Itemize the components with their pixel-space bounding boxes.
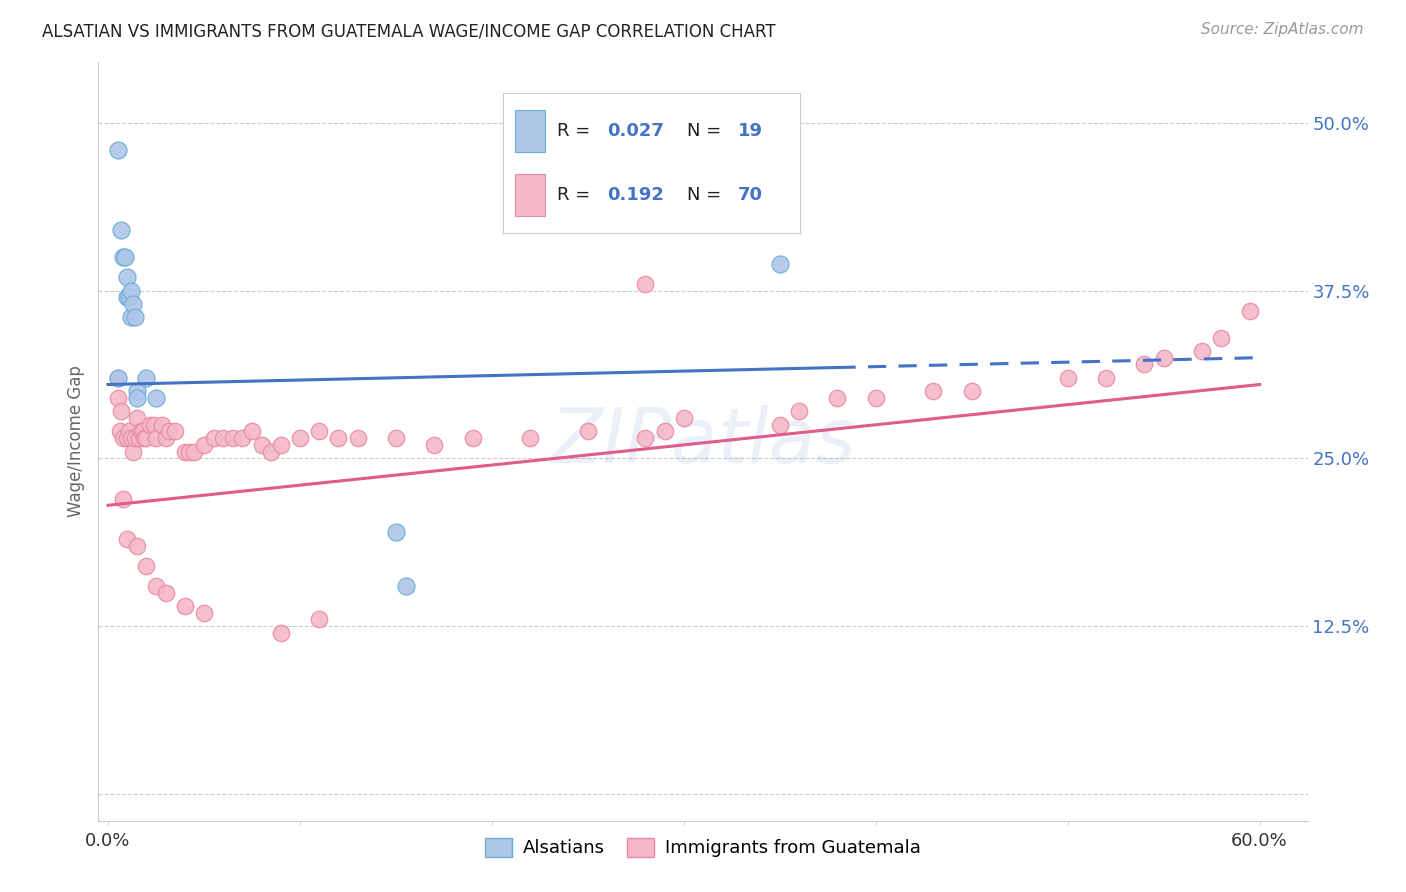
Point bbox=[1211, 330, 1233, 344]
Point bbox=[145, 579, 167, 593]
Point bbox=[202, 431, 225, 445]
Point bbox=[672, 411, 695, 425]
Point bbox=[125, 384, 148, 399]
Point bbox=[135, 431, 157, 445]
Point bbox=[634, 431, 657, 445]
Point bbox=[960, 384, 983, 399]
Point bbox=[519, 431, 541, 445]
Point bbox=[139, 417, 162, 432]
Point bbox=[125, 411, 148, 425]
Point bbox=[112, 431, 135, 445]
Point bbox=[385, 431, 408, 445]
Point bbox=[135, 558, 157, 573]
Point bbox=[107, 391, 129, 405]
Point bbox=[112, 250, 135, 264]
Point bbox=[634, 277, 657, 291]
Point bbox=[193, 438, 215, 452]
Point bbox=[118, 290, 141, 304]
Point bbox=[769, 257, 792, 271]
Point bbox=[159, 425, 181, 439]
Point bbox=[260, 444, 283, 458]
Point bbox=[107, 371, 129, 385]
Point bbox=[173, 599, 195, 613]
Point bbox=[107, 143, 129, 157]
Point bbox=[423, 438, 446, 452]
Point bbox=[394, 579, 416, 593]
Point bbox=[231, 431, 253, 445]
Point bbox=[827, 391, 849, 405]
Point bbox=[212, 431, 235, 445]
Point bbox=[173, 444, 195, 458]
Point bbox=[125, 391, 148, 405]
Point bbox=[576, 425, 599, 439]
Text: ZIPatlas: ZIPatlas bbox=[550, 405, 856, 478]
Point bbox=[1153, 351, 1175, 365]
Point bbox=[114, 250, 136, 264]
Point bbox=[270, 625, 292, 640]
Y-axis label: Wage/Income Gap: Wage/Income Gap bbox=[67, 366, 86, 517]
Point bbox=[145, 431, 167, 445]
Point bbox=[865, 391, 887, 405]
Point bbox=[240, 425, 263, 439]
Point bbox=[1095, 371, 1118, 385]
Point bbox=[107, 371, 129, 385]
Point bbox=[288, 431, 311, 445]
Point bbox=[115, 532, 138, 546]
Point bbox=[1239, 303, 1261, 318]
Point bbox=[150, 417, 173, 432]
Point bbox=[308, 425, 330, 439]
Point bbox=[135, 371, 157, 385]
Point bbox=[128, 431, 150, 445]
Point bbox=[250, 438, 273, 452]
Point bbox=[461, 431, 484, 445]
Point bbox=[145, 391, 167, 405]
Point bbox=[134, 431, 156, 445]
Point bbox=[328, 431, 350, 445]
Text: Source: ZipAtlas.com: Source: ZipAtlas.com bbox=[1201, 22, 1364, 37]
Text: ALSATIAN VS IMMIGRANTS FROM GUATEMALA WAGE/INCOME GAP CORRELATION CHART: ALSATIAN VS IMMIGRANTS FROM GUATEMALA WA… bbox=[42, 22, 776, 40]
Point bbox=[112, 491, 135, 506]
Point bbox=[1056, 371, 1078, 385]
Legend: Alsatians, Immigrants from Guatemala: Alsatians, Immigrants from Guatemala bbox=[478, 830, 928, 864]
Point bbox=[922, 384, 945, 399]
Point bbox=[155, 585, 177, 599]
Point bbox=[346, 431, 368, 445]
Point bbox=[1133, 357, 1156, 371]
Point bbox=[122, 444, 145, 458]
Point bbox=[115, 290, 138, 304]
Point bbox=[787, 404, 810, 418]
Point bbox=[124, 431, 146, 445]
Point bbox=[131, 425, 153, 439]
Point bbox=[124, 310, 146, 325]
Point bbox=[110, 223, 132, 237]
Point bbox=[155, 431, 177, 445]
Point bbox=[308, 612, 330, 626]
Point bbox=[122, 297, 145, 311]
Point bbox=[120, 284, 142, 298]
Point bbox=[120, 310, 142, 325]
Point bbox=[125, 539, 148, 553]
Point bbox=[115, 270, 138, 285]
Point bbox=[110, 404, 132, 418]
Point bbox=[165, 425, 187, 439]
Point bbox=[177, 444, 200, 458]
Point bbox=[120, 431, 142, 445]
Point bbox=[129, 425, 152, 439]
Point bbox=[1191, 343, 1213, 358]
Point bbox=[222, 431, 245, 445]
Point bbox=[115, 431, 138, 445]
Point bbox=[193, 606, 215, 620]
Point bbox=[183, 444, 205, 458]
Point bbox=[654, 425, 676, 439]
Point bbox=[108, 425, 131, 439]
Point bbox=[143, 417, 166, 432]
Point bbox=[270, 438, 292, 452]
Point bbox=[118, 425, 141, 439]
Point bbox=[385, 525, 408, 540]
Point bbox=[769, 417, 792, 432]
